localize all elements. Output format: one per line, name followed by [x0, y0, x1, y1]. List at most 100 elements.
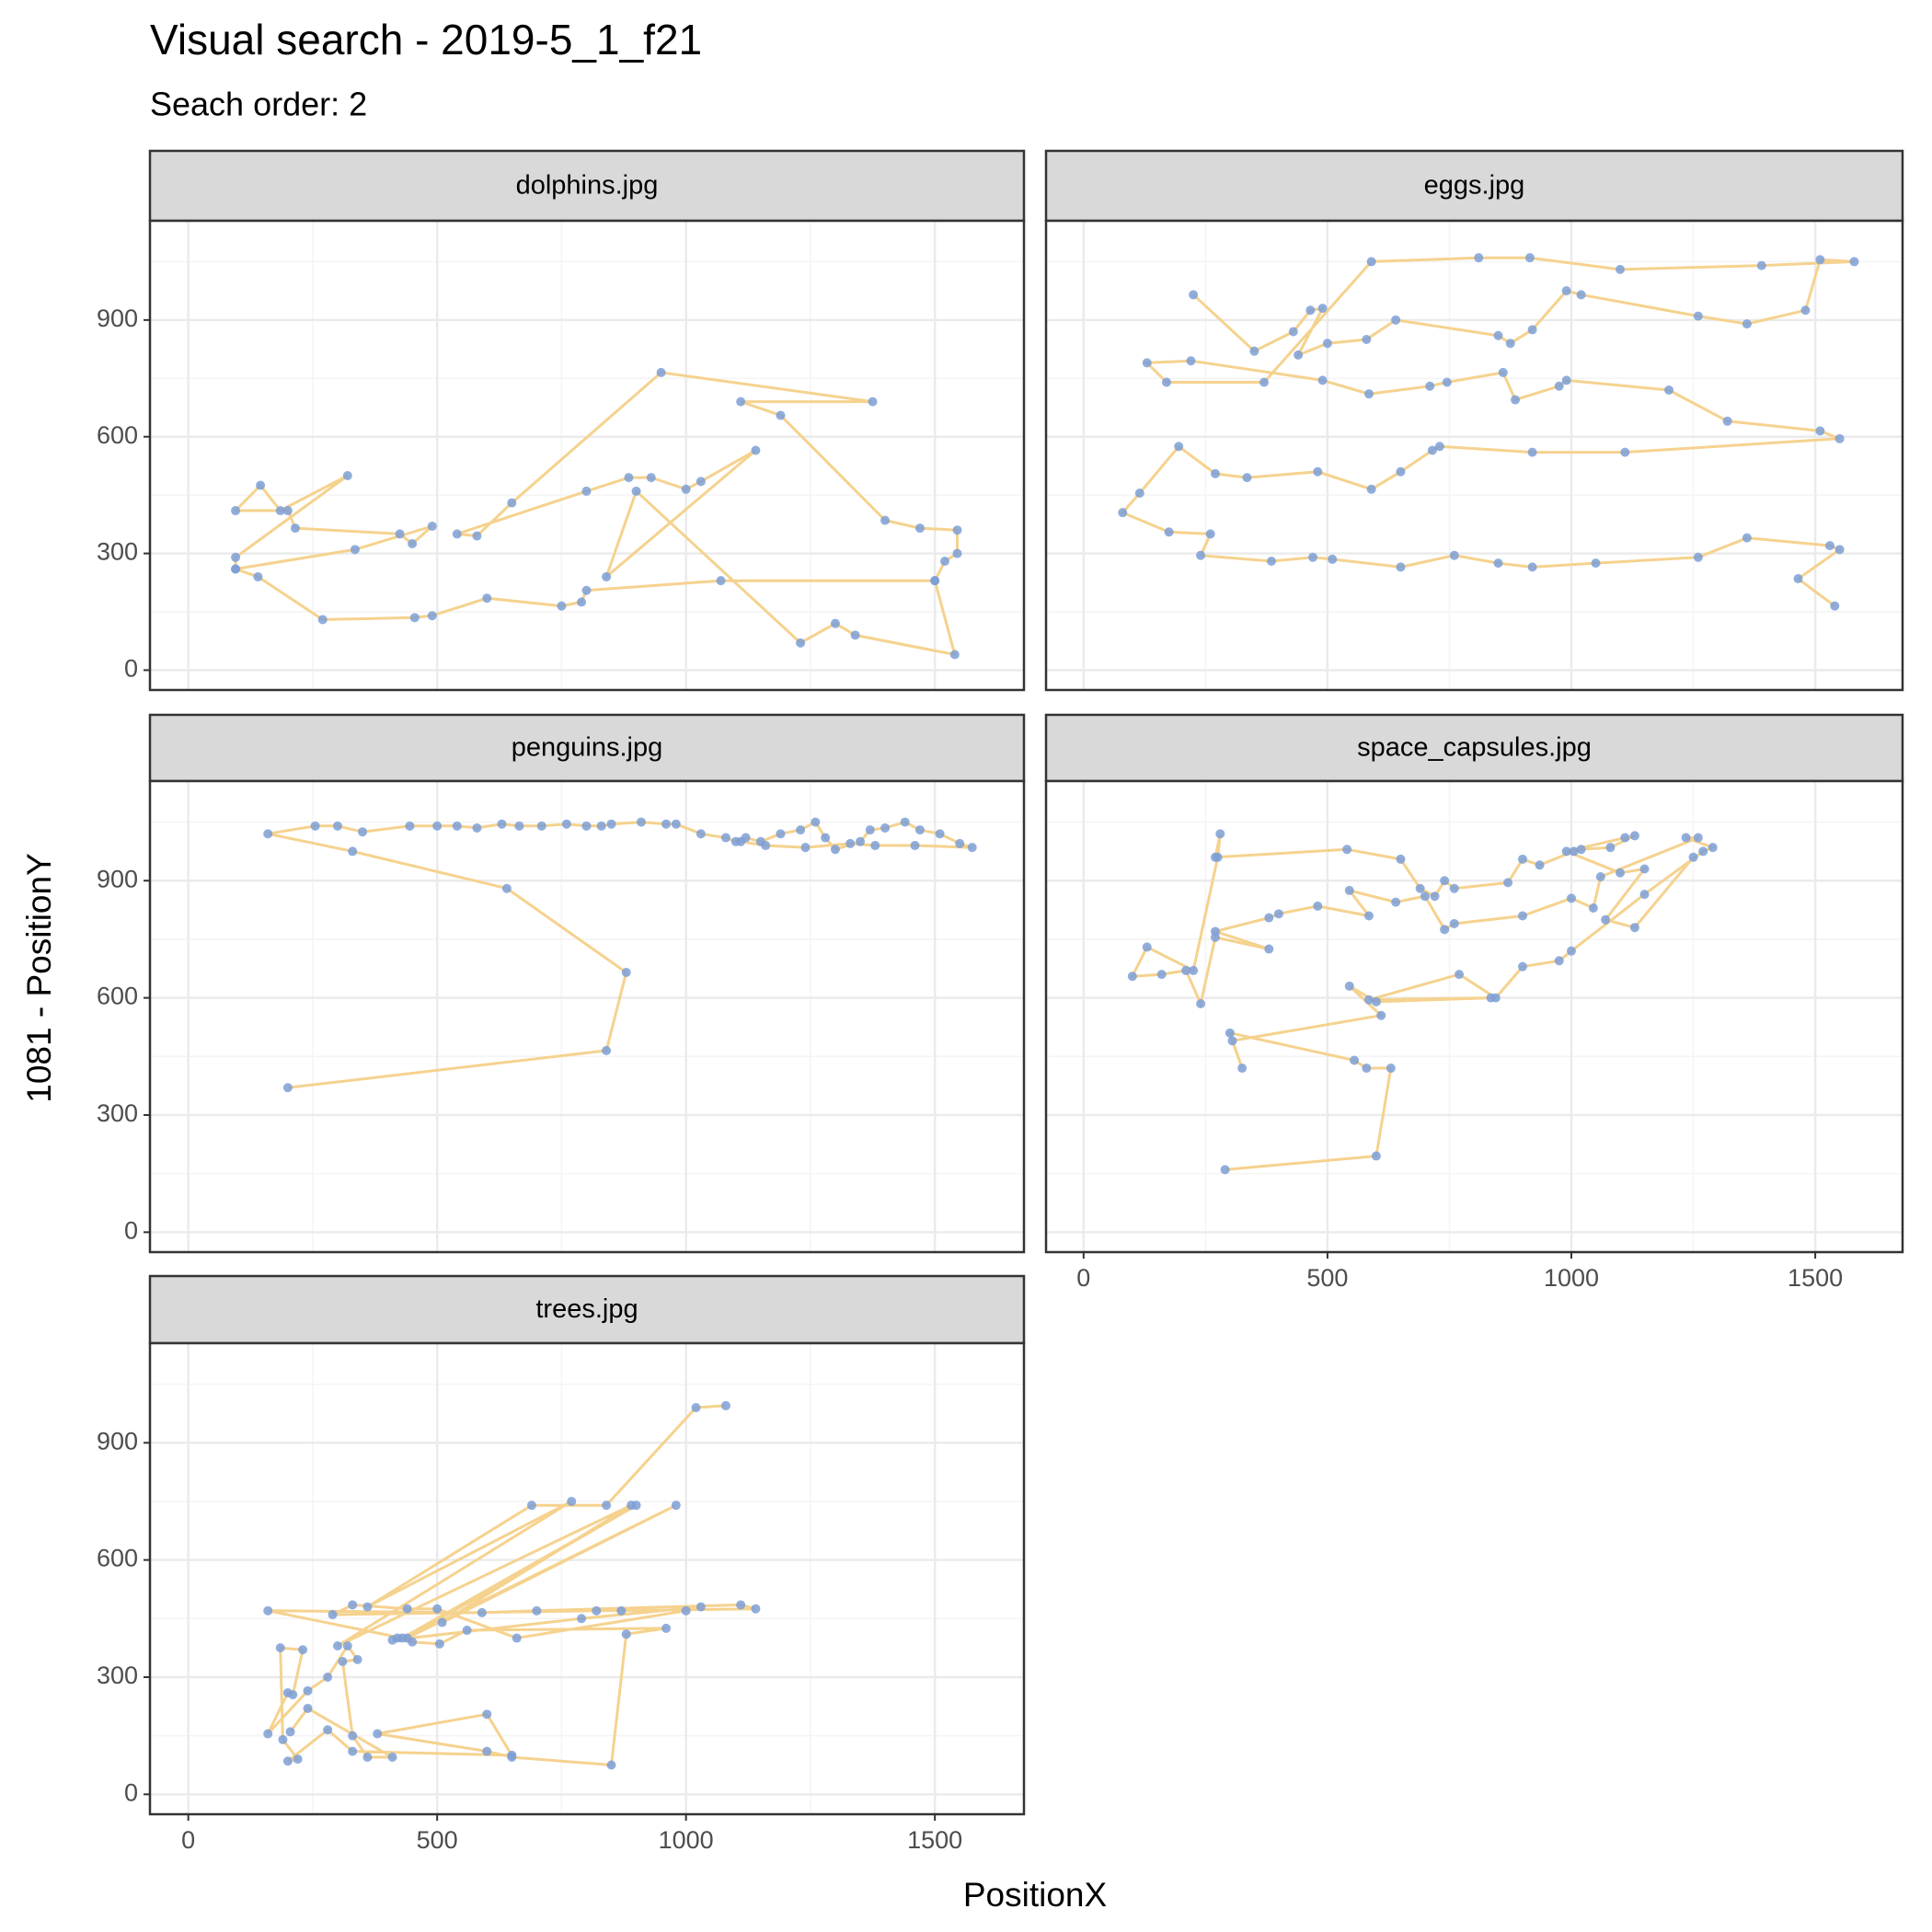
- fixation-point: [1698, 846, 1708, 857]
- fixation-point: [914, 825, 925, 835]
- fixation-point: [561, 819, 571, 829]
- x-tick-label: 500: [1306, 1264, 1348, 1292]
- fixation-point: [231, 564, 241, 574]
- fixation-point: [1415, 883, 1425, 893]
- fixation-point: [285, 1727, 295, 1737]
- fixation-point: [1366, 484, 1376, 494]
- fixation-point: [602, 1045, 612, 1055]
- fixation-point: [1127, 972, 1137, 982]
- fixation-point: [1210, 852, 1220, 862]
- fixation-point: [1639, 864, 1650, 874]
- fixation-point: [592, 1605, 602, 1616]
- fixation-point: [1490, 993, 1501, 1003]
- fixation-point: [1189, 290, 1199, 300]
- fixation-point: [930, 576, 940, 586]
- fixation-point: [1825, 541, 1835, 551]
- fixation-point: [1396, 466, 1406, 477]
- fixation-point: [1210, 468, 1220, 478]
- fixation-point: [1227, 1036, 1237, 1046]
- fixation-point: [681, 1605, 691, 1616]
- fixation-point: [1362, 334, 1372, 344]
- fixation-point: [348, 1731, 358, 1741]
- fixation-point: [282, 506, 293, 516]
- y-tick-label: 300: [97, 538, 138, 566]
- fixation-point: [1305, 305, 1316, 316]
- fixation-point: [1554, 381, 1564, 391]
- fixation-point: [501, 883, 512, 893]
- x-tick-label: 500: [417, 1826, 458, 1854]
- fixation-point: [1391, 315, 1401, 325]
- fixation-point: [1498, 367, 1508, 377]
- fixation-point: [751, 445, 761, 455]
- fixation-point: [362, 1753, 373, 1763]
- fixation-point: [1288, 327, 1298, 337]
- fixation-point: [1363, 389, 1374, 399]
- fixation-point: [348, 1746, 358, 1756]
- fixation-point: [602, 571, 612, 581]
- panel-border: [1044, 219, 1904, 692]
- fixation-point: [1440, 925, 1450, 935]
- fixation-point: [395, 529, 405, 539]
- fixation-point: [1742, 533, 1752, 543]
- fixation-point: [736, 1600, 746, 1610]
- fixation-point: [1434, 442, 1444, 452]
- fixation-point: [955, 838, 965, 848]
- fixation-point: [427, 611, 437, 621]
- fixation-point: [1396, 562, 1406, 572]
- fixation-point: [1503, 878, 1513, 888]
- fixation-point: [1455, 970, 1465, 980]
- fixation-point: [720, 833, 730, 843]
- fixation-point: [624, 473, 634, 483]
- fixation-point: [696, 477, 706, 487]
- fixation-point: [776, 410, 786, 420]
- fixation-point: [1118, 508, 1128, 518]
- fixation-point: [1527, 325, 1537, 335]
- fixation-point: [290, 523, 300, 534]
- fixation-point: [1591, 558, 1601, 569]
- fixation-point: [1391, 897, 1401, 907]
- fixation-point: [1161, 377, 1171, 387]
- fixation-point: [1196, 550, 1206, 560]
- fixation-point: [402, 1604, 412, 1614]
- fixation-point: [1328, 554, 1338, 564]
- fixation-point: [1264, 944, 1274, 954]
- fixation-point: [696, 1602, 706, 1612]
- fixation-point: [880, 515, 891, 525]
- fixation-point: [1505, 339, 1515, 349]
- y-tick-label: 600: [97, 983, 138, 1010]
- x-tick-label: 1000: [659, 1826, 714, 1854]
- fixation-point: [1363, 911, 1374, 921]
- fixation-point: [720, 1400, 730, 1410]
- fixation-point: [1629, 923, 1639, 933]
- fixation-point: [967, 843, 977, 853]
- fixation-point: [850, 630, 860, 640]
- fixation-point: [231, 506, 241, 516]
- fixation-point: [437, 1617, 447, 1627]
- fixation-point: [1742, 319, 1752, 329]
- fixation-point: [1259, 377, 1269, 387]
- fixation-point: [348, 1600, 358, 1610]
- strip-label: eggs.jpg: [1424, 171, 1525, 201]
- fixation-point: [263, 1729, 273, 1739]
- fixation-point: [1561, 375, 1571, 385]
- fixation-point: [514, 821, 524, 831]
- y-tick-label: 0: [124, 1216, 138, 1244]
- fixation-point: [1273, 909, 1283, 919]
- y-tick-label: 300: [97, 1662, 138, 1689]
- fixation-point: [342, 1641, 352, 1651]
- fixation-point: [472, 822, 482, 833]
- fixation-point: [606, 1760, 616, 1770]
- fixation-point: [1620, 833, 1630, 843]
- fixation-point: [1322, 339, 1332, 349]
- fixation-point: [512, 1633, 522, 1643]
- fixation-point: [1576, 290, 1586, 300]
- fixation-point: [1363, 995, 1374, 1005]
- fixation-point: [332, 821, 342, 831]
- fixation-point: [256, 480, 266, 490]
- fixation-point: [865, 825, 875, 835]
- fixation-point: [1569, 846, 1579, 857]
- fixation-point: [1511, 395, 1521, 405]
- fixation-point: [952, 548, 962, 558]
- fixation-point: [581, 585, 592, 595]
